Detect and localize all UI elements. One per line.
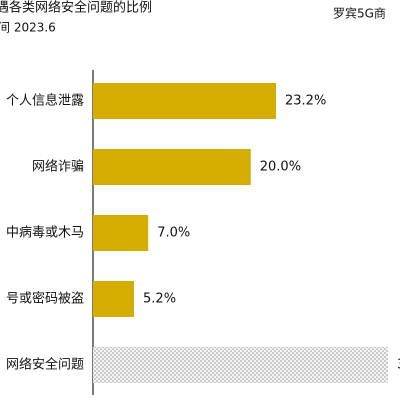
value-label: 5.2% [143, 292, 176, 307]
chart-subtitle: 间 2023.6 [0, 21, 56, 35]
chart-title: 遇各类网络安全问题的比例 [0, 0, 152, 16]
bar [93, 215, 149, 251]
category-label: 网络诈骗 [32, 159, 84, 175]
value-label: 20.0% [260, 160, 301, 175]
value-label: 23.2% [285, 94, 326, 109]
category-label: 中病毒或木马 [6, 226, 84, 241]
category-label: 号或密码被盗 [6, 291, 84, 307]
bar [93, 149, 251, 185]
chart-source: 罗宾5G商 [333, 6, 386, 21]
bar [93, 347, 389, 383]
value-label: 37.4% [397, 358, 400, 373]
category-label: 个人信息泄露 [6, 93, 84, 109]
bar [93, 83, 276, 119]
bar [93, 281, 135, 317]
category-label: 网络安全问题 [6, 357, 84, 373]
value-label: 7.0% [157, 226, 190, 241]
